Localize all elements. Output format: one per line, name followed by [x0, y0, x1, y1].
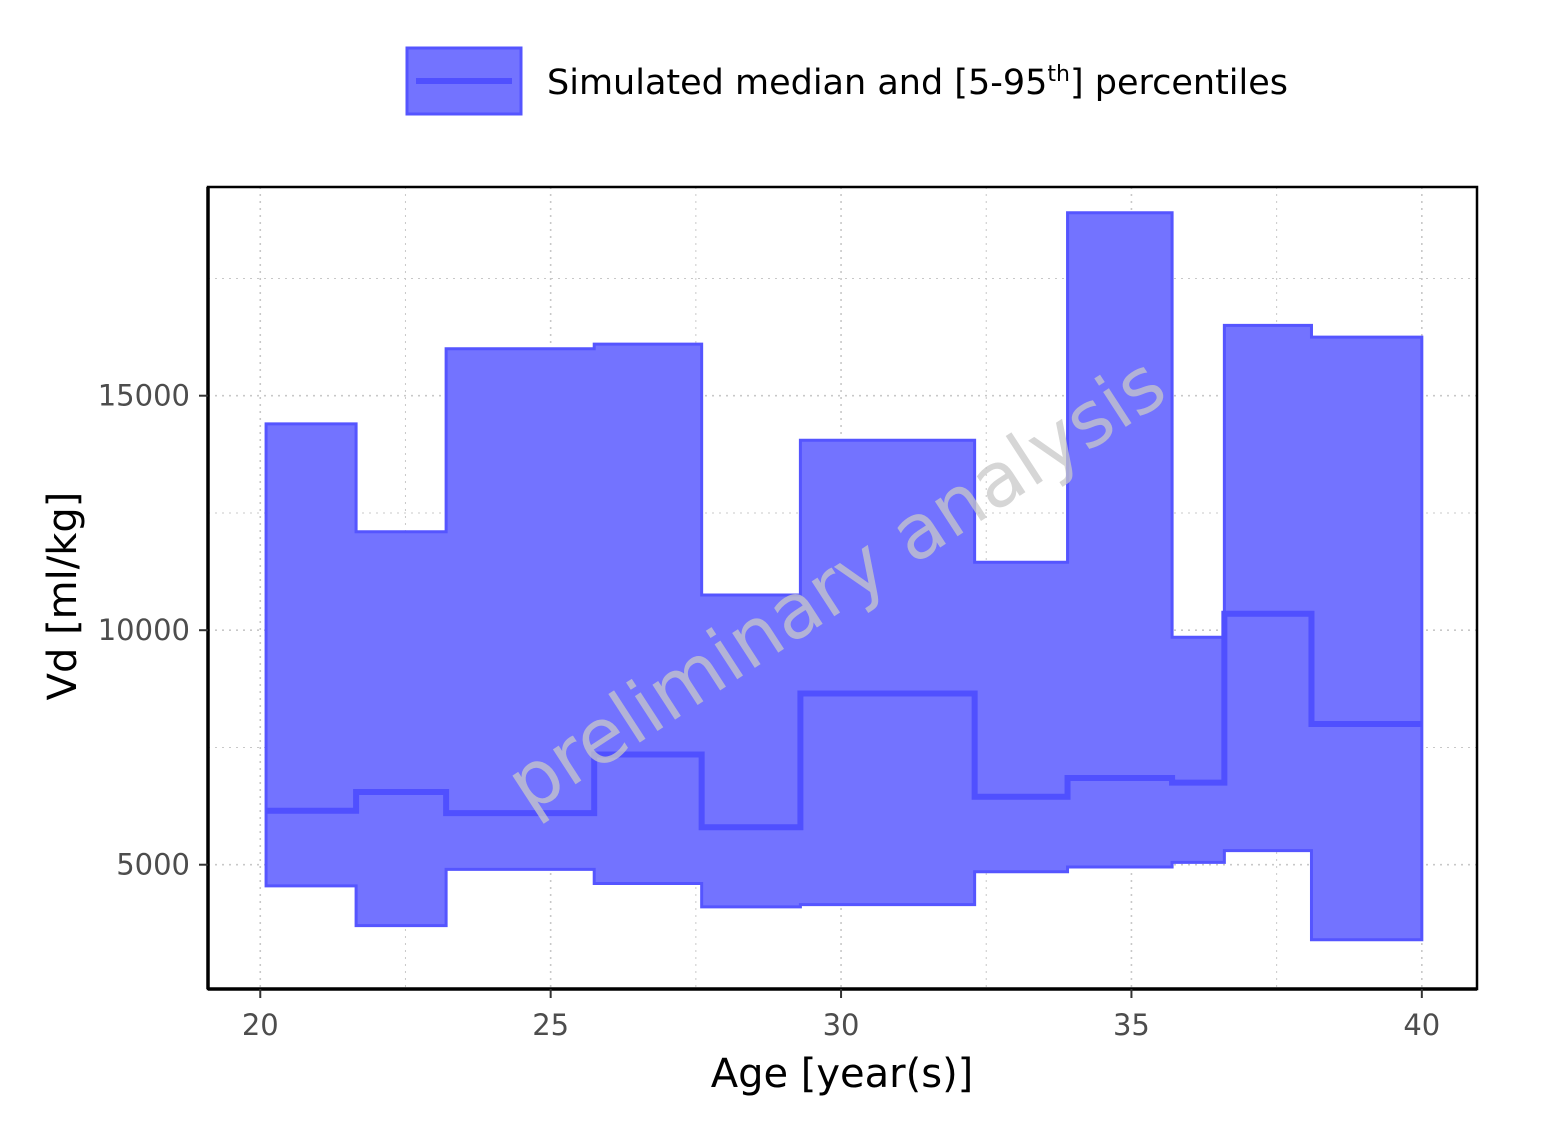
y-axis: 5000 10000 15000 [98, 379, 208, 882]
x-tick-label: 30 [823, 1008, 860, 1042]
x-axis-title: Age [year(s)] [711, 1051, 974, 1097]
y-tick-label: 15000 [98, 379, 190, 413]
median-layer [266, 610, 1422, 831]
plot-panel: preliminary analysis [206, 185, 1479, 991]
x-tick-label: 40 [1403, 1008, 1440, 1042]
x-tick-label: 25 [532, 1008, 569, 1042]
legend: Simulated median and [5-95th] percentile… [405, 46, 1288, 116]
y-tick-label: 10000 [98, 613, 190, 647]
y-axis-title: Vd [ml/kg] [40, 492, 86, 701]
x-axis: 20 25 30 35 40 [242, 989, 1440, 1042]
legend-label: Simulated median and [5-95th] percentile… [547, 62, 1288, 103]
x-tick-label: 35 [1113, 1008, 1150, 1042]
x-tick-label: 20 [242, 1008, 279, 1042]
percentile-ribbon-layer [264, 211, 1424, 942]
y-tick-label: 5000 [116, 848, 190, 882]
percentile-ribbon [264, 211, 1424, 942]
median-line [266, 610, 1422, 831]
